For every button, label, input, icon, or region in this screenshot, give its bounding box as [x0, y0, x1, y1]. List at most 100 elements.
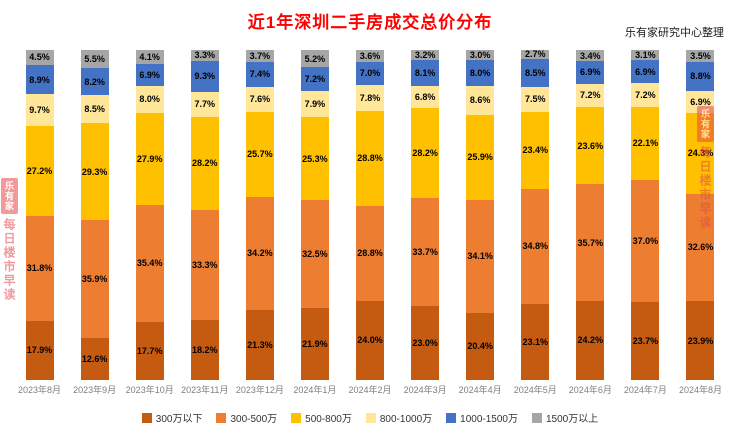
segment-label: 34.2%	[247, 248, 273, 259]
bar-segment: 28.8%	[356, 205, 384, 301]
x-axis-label: 2023年10月	[125, 385, 174, 395]
stacked-bar: 3.0% 8.0% 8.6% 25.9% 34.1% 20.4%	[466, 49, 495, 380]
bar-segment: 3.1%	[631, 50, 660, 61]
plot-area: 4.5% 8.9% 9.7% 27.2% 31.8% 17.9% 5.5% 8.2% 8.5% 2…	[12, 50, 728, 380]
legend-label: 300-500万	[230, 414, 278, 425]
bar-segment: 27.9%	[135, 112, 164, 205]
x-axis-label: 2024年8月	[678, 385, 722, 395]
bar-segment: 23.7%	[631, 301, 660, 380]
x-axis: 2023年8月 2023年9月 2023年10月 2023年11月 2023年12月 20…	[12, 383, 728, 396]
segment-label: 4.5%	[29, 52, 50, 63]
bar-segment: 7.0%	[356, 61, 384, 85]
bar-segment: 25.7%	[245, 111, 274, 197]
bar-segment: 33.7%	[411, 198, 440, 307]
segment-label: 32.5%	[302, 249, 328, 260]
segment-label: 28.2%	[192, 158, 218, 169]
segment-label: 4.1%	[139, 51, 160, 62]
bar-segment: 6.9%	[135, 63, 164, 87]
bar-segment: 28.8%	[356, 110, 384, 206]
bar-segment: 37.0%	[631, 179, 660, 302]
segment-label: 8.2%	[84, 76, 105, 87]
x-axis-label: 2024年1月	[293, 385, 337, 395]
bar-segment: 8.1%	[411, 60, 440, 87]
segment-label: 33.7%	[412, 247, 438, 258]
bar-segment: 18.2%	[190, 319, 219, 380]
segment-label: 37.0%	[632, 235, 659, 246]
x-axis-label: 2023年8月	[18, 385, 62, 395]
bar-segment: 7.7%	[190, 91, 219, 117]
stacked-bar: 3.6% 7.0% 7.8% 28.8% 28.8% 24.0%	[356, 50, 384, 380]
segment-label: 3.6%	[359, 50, 381, 61]
bar-column: 3.5% 8.8% 6.9% 24.3% 32.6% 23.9%	[673, 50, 728, 380]
segment-label: 7.6%	[249, 94, 271, 105]
bar-segment: 6.9%	[576, 61, 605, 84]
segment-label: 17.9%	[26, 345, 53, 356]
bar-column: 3.7% 7.4% 7.6% 25.7% 34.2% 21.3%	[232, 50, 287, 380]
x-axis-label: 2024年6月	[568, 385, 612, 395]
bar-segment: 6.8%	[411, 86, 440, 108]
segment-label: 32.6%	[687, 242, 714, 253]
segment-label: 35.9%	[81, 274, 108, 285]
bar-segment: 24.0%	[356, 300, 384, 380]
bar-segment: 23.0%	[411, 306, 440, 380]
bar-segment: 7.6%	[245, 86, 274, 112]
bar-segment: 7.2%	[300, 67, 329, 91]
segment-label: 31.8%	[26, 263, 53, 274]
bar-segment: 32.6%	[686, 193, 715, 302]
bar-segment: 8.5%	[521, 58, 550, 87]
legend-item: 300-500万	[216, 410, 277, 425]
bar-segment: 3.4%	[576, 50, 605, 62]
segment-label: 8.5%	[524, 67, 546, 78]
legend-swatch	[365, 412, 376, 423]
segment-label: 28.8%	[357, 153, 383, 164]
bar-segment: 34.2%	[245, 196, 274, 310]
legend-label: 1000-1500万	[460, 414, 518, 425]
segment-label: 27.9%	[136, 153, 163, 164]
x-axis-label: 2024年5月	[513, 385, 557, 395]
bar-segment: 12.6%	[80, 338, 109, 380]
legend-item: 300万以下	[141, 410, 202, 425]
bar-segment: 23.9%	[686, 301, 715, 380]
bar-segment: 27.2%	[25, 126, 54, 216]
segment-label: 33.3%	[192, 259, 218, 270]
x-axis-label: 2024年3月	[403, 385, 447, 395]
segment-label: 25.3%	[302, 153, 328, 164]
bar-column: 3.4% 6.9% 7.2% 23.6% 35.7% 24.2%	[563, 50, 618, 380]
stacked-bar: 4.1% 6.9% 8.0% 27.9% 35.4% 17.7%	[135, 50, 164, 380]
segment-label: 25.9%	[467, 152, 493, 163]
segment-label: 3.0%	[469, 49, 491, 60]
legend-item: 500-800万	[291, 410, 352, 425]
segment-label: 9.7%	[29, 105, 50, 116]
segment-label: 23.4%	[522, 145, 548, 156]
bar-segment: 2.7%	[521, 50, 550, 59]
bar-segment: 25.9%	[466, 114, 495, 201]
segment-label: 8.8%	[690, 71, 711, 82]
bar-column: 3.6% 7.0% 7.8% 28.8% 28.8% 24.0%	[342, 50, 397, 380]
segment-label: 7.2%	[635, 89, 656, 100]
segment-label: 21.3%	[247, 339, 273, 350]
segment-label: 12.6%	[81, 354, 108, 365]
segment-label: 25.7%	[247, 149, 273, 160]
segment-label: 5.5%	[84, 54, 105, 65]
segment-label: 34.1%	[467, 251, 493, 262]
bar-segment: 7.4%	[245, 62, 274, 87]
segment-label: 20.4%	[467, 341, 493, 352]
bar-segment: 33.3%	[190, 210, 219, 320]
bar-column: 3.3% 9.3% 7.7% 28.2% 33.3% 18.2%	[177, 50, 232, 380]
bar-segment: 8.0%	[466, 59, 495, 87]
bar-segment: 8.6%	[466, 86, 495, 115]
segment-label: 7.2%	[580, 90, 601, 101]
bar-segment: 22.1%	[631, 106, 660, 180]
bar-segment: 9.3%	[190, 60, 219, 92]
stacked-bar: 2.7% 8.5% 7.5% 23.4% 34.8% 23.1%	[521, 50, 550, 380]
segment-label: 27.2%	[26, 166, 53, 177]
bar-column: 3.2% 8.1% 6.8% 28.2% 33.7% 23.0%	[398, 50, 453, 380]
bar-segment: 8.8%	[686, 61, 715, 91]
bar-segment: 17.7%	[135, 321, 164, 380]
bar-segment: 24.2%	[576, 300, 605, 380]
segment-label: 28.2%	[412, 148, 438, 159]
bar-column: 4.1% 6.9% 8.0% 27.9% 35.4% 17.7%	[122, 50, 177, 380]
bar-segment: 8.9%	[25, 64, 54, 95]
stacked-bar: 5.5% 8.2% 8.5% 29.3% 35.9% 12.6%	[80, 50, 109, 380]
bar-segment: 3.2%	[411, 50, 440, 61]
